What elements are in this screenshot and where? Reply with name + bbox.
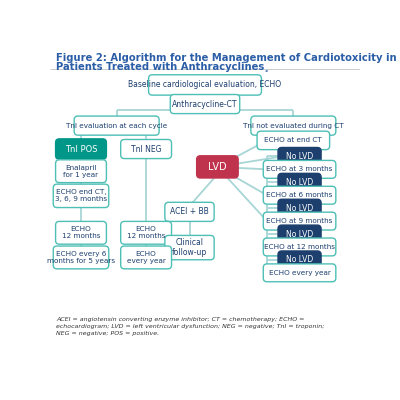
Text: Enalapril
for 1 year: Enalapril for 1 year	[64, 165, 98, 178]
FancyBboxPatch shape	[251, 116, 336, 135]
FancyBboxPatch shape	[56, 139, 106, 159]
Text: TnI NEG: TnI NEG	[131, 144, 161, 154]
Text: LVD: LVD	[208, 162, 227, 172]
FancyBboxPatch shape	[165, 202, 214, 222]
Text: TnI evaluation at each cycle: TnI evaluation at each cycle	[66, 123, 167, 129]
Text: ECHO at 9 months: ECHO at 9 months	[266, 218, 333, 224]
Text: ECHO every 6
months for 5 years: ECHO every 6 months for 5 years	[47, 251, 115, 264]
FancyBboxPatch shape	[74, 116, 159, 135]
FancyBboxPatch shape	[56, 222, 106, 244]
FancyBboxPatch shape	[257, 131, 330, 150]
Text: ECHO at 3 months: ECHO at 3 months	[266, 166, 333, 172]
Text: ECHO every year: ECHO every year	[269, 270, 330, 276]
Text: Patients Treated with Anthracyclines¸: Patients Treated with Anthracyclines¸	[56, 62, 270, 72]
FancyBboxPatch shape	[263, 264, 336, 282]
Text: Clinical
follow-up: Clinical follow-up	[172, 238, 207, 257]
FancyBboxPatch shape	[278, 173, 321, 191]
Text: Anthracycline-CT: Anthracycline-CT	[172, 100, 238, 108]
Text: No LVD: No LVD	[286, 204, 313, 213]
Text: No LVD: No LVD	[286, 178, 313, 187]
FancyBboxPatch shape	[278, 225, 321, 243]
FancyBboxPatch shape	[53, 246, 109, 269]
FancyBboxPatch shape	[170, 94, 240, 114]
Text: ACEI + BB: ACEI + BB	[170, 207, 209, 216]
FancyBboxPatch shape	[263, 238, 336, 256]
Text: ECHO
every year: ECHO every year	[127, 251, 166, 264]
Text: ECHO at end CT: ECHO at end CT	[264, 138, 322, 144]
Text: No LVD: No LVD	[286, 152, 313, 161]
FancyBboxPatch shape	[56, 160, 106, 182]
FancyBboxPatch shape	[121, 140, 172, 158]
Text: Figure 2: Algorithm for the Management of Cardiotoxicity in: Figure 2: Algorithm for the Management o…	[56, 53, 397, 63]
FancyBboxPatch shape	[263, 212, 336, 230]
Text: ECHO at 12 months: ECHO at 12 months	[264, 244, 335, 250]
FancyBboxPatch shape	[53, 184, 109, 208]
FancyBboxPatch shape	[278, 148, 321, 165]
Text: TnI not evaluated during CT: TnI not evaluated during CT	[243, 123, 344, 129]
Text: No LVD: No LVD	[286, 230, 313, 238]
FancyBboxPatch shape	[165, 236, 214, 260]
FancyBboxPatch shape	[148, 75, 262, 95]
FancyBboxPatch shape	[197, 156, 238, 178]
Text: ECHO
12 months: ECHO 12 months	[127, 226, 165, 239]
Text: TnI POS: TnI POS	[65, 144, 97, 154]
FancyBboxPatch shape	[121, 246, 172, 269]
FancyBboxPatch shape	[263, 160, 336, 178]
Text: ACEI = angiotensin converting enzyme inhibitor; CT = chemotherapy; ECHO =
echoca: ACEI = angiotensin converting enzyme inh…	[56, 318, 324, 336]
Text: ECHO at 6 months: ECHO at 6 months	[266, 192, 333, 198]
FancyBboxPatch shape	[121, 222, 172, 244]
FancyBboxPatch shape	[263, 186, 336, 204]
FancyBboxPatch shape	[278, 251, 321, 269]
Text: No LVD: No LVD	[286, 256, 313, 264]
Text: ECHO end CT,
3, 6, 9 months: ECHO end CT, 3, 6, 9 months	[55, 189, 107, 202]
Text: Baseline cardiological evaluation, ECHO: Baseline cardiological evaluation, ECHO	[128, 80, 282, 90]
Text: ECHO
12 months: ECHO 12 months	[62, 226, 100, 239]
FancyBboxPatch shape	[278, 199, 321, 217]
